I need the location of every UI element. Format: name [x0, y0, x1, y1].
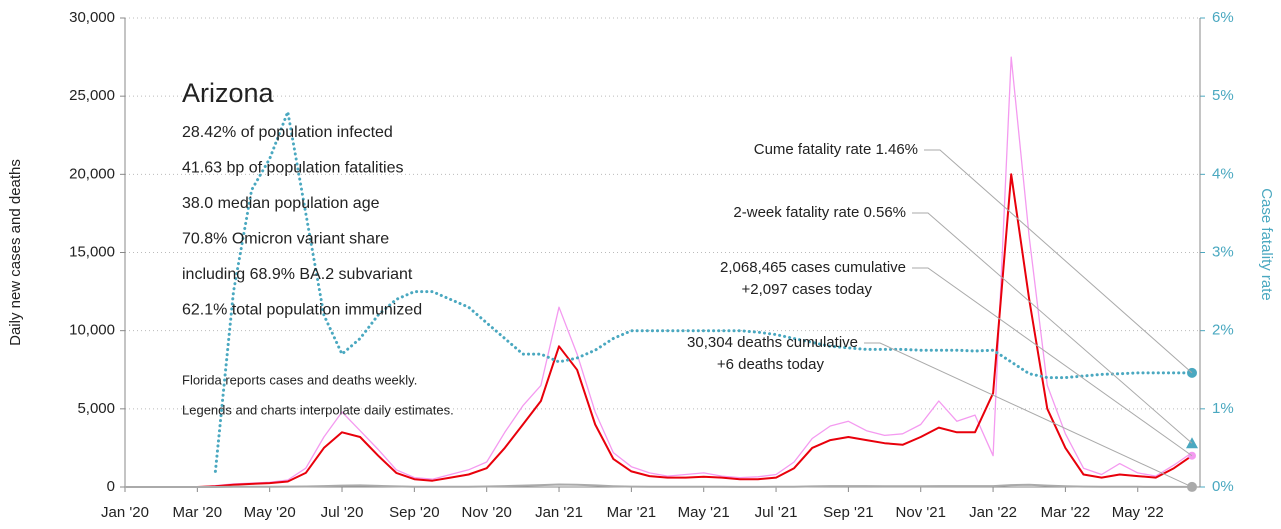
series-line [213, 110, 1194, 473]
x-tick-label: Jan '22 [969, 504, 1017, 521]
y2-tick-label: 6% [1212, 9, 1234, 26]
y2-tick-label: 1% [1212, 400, 1234, 417]
y-tick-label: 30,000 [69, 9, 115, 26]
stat-line: 62.1% total population immunized [182, 302, 422, 319]
x-tick-label: May '22 [1112, 504, 1164, 521]
annotation: +2,097 cases today [741, 281, 872, 298]
leader-line [912, 267, 1193, 457]
x-tick-label: Nov '20 [461, 504, 511, 521]
stat-line: 38.0 median population age [182, 195, 380, 212]
annotation: 30,304 deaths cumulative [687, 334, 858, 351]
y2-tick-label: 4% [1212, 165, 1234, 182]
x-tick-label: Nov '21 [896, 504, 946, 521]
x-tick-label: May '20 [244, 504, 296, 521]
x-tick-label: May '21 [678, 504, 730, 521]
series-line [125, 483, 1192, 488]
note-line: Legends and charts interpolate daily est… [182, 402, 454, 417]
y2-tick-label: 0% [1212, 478, 1234, 495]
series-line [125, 56, 1193, 488]
y-tick-label: 10,000 [69, 322, 115, 339]
y2-axis-label: Case fatality rate [1258, 188, 1275, 301]
y-axis-label: Daily new cases and deaths [7, 159, 24, 346]
x-tick-label: Jan '21 [535, 504, 583, 521]
y2-tick-label: 3% [1212, 243, 1234, 260]
leader-line [912, 212, 1193, 444]
y-tick-label: 0 [107, 478, 115, 495]
stat-line: 70.8% Omicron variant share [182, 231, 389, 248]
leader-line [864, 342, 1193, 488]
y-tick-label: 25,000 [69, 87, 115, 104]
annotation: Cume fatality rate 1.46% [754, 141, 918, 158]
y-tick-label: 15,000 [69, 243, 115, 260]
stat-line: 28.42% of population infected [182, 124, 393, 141]
stat-line: including 68.9% BA.2 subvariant [182, 266, 413, 283]
x-tick-label: Sep '21 [823, 504, 873, 521]
annotation: 2,068,465 cases cumulative [720, 259, 906, 276]
x-tick-label: Sep '20 [389, 504, 439, 521]
note-line: Florida reports cases and deaths weekly. [182, 372, 417, 387]
x-tick-label: Jul '20 [321, 504, 364, 521]
x-tick-label: Jan '20 [101, 504, 149, 521]
x-tick-label: Jul '21 [755, 504, 798, 521]
state-title: Arizona [182, 78, 275, 108]
y-tick-label: 20,000 [69, 165, 115, 182]
x-tick-label: Mar '20 [173, 504, 223, 521]
annotation: 2-week fatality rate 0.56% [733, 204, 906, 221]
x-tick-label: Mar '21 [607, 504, 657, 521]
y2-tick-label: 5% [1212, 87, 1234, 104]
annotation: +6 deaths today [717, 356, 825, 373]
x-tick-label: Mar '22 [1041, 504, 1091, 521]
y-tick-label: 5,000 [77, 400, 115, 417]
stat-line: 41.63 bp of population fatalities [182, 160, 404, 177]
leader-line [924, 149, 1193, 374]
y2-tick-label: 2% [1212, 322, 1234, 339]
series-line [125, 173, 1193, 488]
